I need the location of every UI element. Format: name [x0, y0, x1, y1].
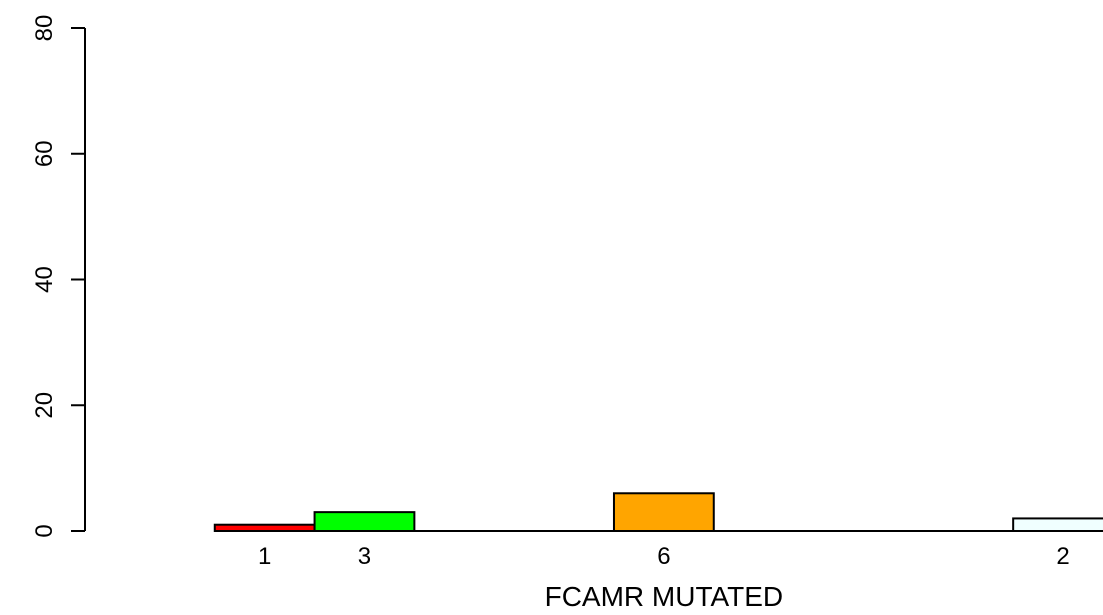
x-axis-title: FCAMR MUTATED [545, 581, 784, 612]
y-axis: 0 20 40 60 80 [31, 15, 86, 538]
bars [213, 492, 1103, 533]
bar-3 [313, 511, 416, 533]
bar-1 [213, 523, 316, 533]
x-tick-label: 1 [258, 543, 271, 570]
y-tick-label: 0 [31, 524, 58, 537]
x-tick-label: 6 [657, 543, 670, 570]
bar-2 [1012, 517, 1103, 532]
x-tick-label: 2 [1056, 543, 1069, 570]
y-tick-label: 40 [31, 266, 58, 293]
bar-6 [612, 492, 715, 532]
y-tick-label: 80 [31, 15, 58, 42]
x-tick-label: 3 [358, 543, 371, 570]
y-tick-label: 20 [31, 392, 58, 419]
y-tick-label: 60 [31, 140, 58, 167]
x-axis: 1 3 6 2 [258, 543, 1070, 570]
